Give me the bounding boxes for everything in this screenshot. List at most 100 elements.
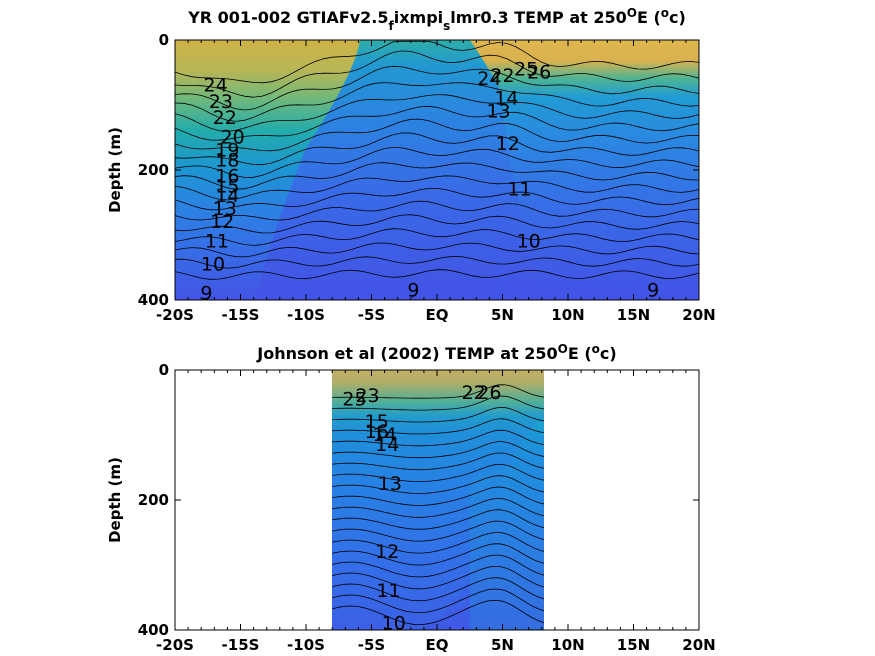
isotherm-line	[332, 599, 544, 625]
contour-label: 10	[382, 613, 406, 635]
contour-label: 26	[477, 382, 501, 404]
isotherm-line	[332, 565, 544, 590]
x-tick-label: EQ	[426, 636, 449, 654]
x-tick-label: EQ	[426, 306, 449, 324]
isotherm-line	[332, 531, 544, 554]
isotherm-line	[175, 269, 699, 280]
contour-label: 23	[209, 91, 233, 113]
x-tick-label: -10S	[287, 636, 325, 654]
isotherm-line	[332, 463, 544, 483]
contour-label: 12	[496, 133, 520, 155]
x-axis: -20S -15S -10S -5S EQ 5N 10N 15N 20N	[156, 40, 716, 324]
isotherm-line	[175, 214, 699, 234]
isotherm-line	[175, 105, 699, 141]
y-axis: 0 200 400	[138, 361, 699, 639]
isotherm-line	[332, 406, 544, 423]
isotherm-line	[175, 162, 699, 190]
y-tick-label: 0	[159, 31, 169, 49]
contour-label: 25	[514, 58, 538, 80]
contour-label: 10	[201, 253, 225, 275]
contour-label: 15	[215, 175, 239, 197]
contour-label: 24	[204, 75, 228, 97]
x-tick-label: -20S	[156, 636, 194, 654]
y-axis: 0 200 400	[138, 31, 699, 309]
x-tick-label: -15S	[222, 636, 260, 654]
y-tick-label: 400	[138, 291, 169, 309]
contour-lines	[332, 384, 544, 625]
x-tick-label: 15N	[617, 636, 650, 654]
contour-label: 23	[355, 385, 379, 407]
isotherm-line	[332, 441, 544, 459]
contour-label: 13	[378, 473, 402, 495]
contour-label: 11	[205, 231, 229, 253]
chart-title: YR 001-002 GTIAFv2.5fixmpislmr0.3 TEMP a…	[187, 6, 686, 33]
isotherm-line	[332, 418, 544, 435]
contour-label: 13	[486, 101, 510, 123]
y-tick-label: 0	[159, 361, 169, 379]
isotherm-line	[175, 118, 699, 152]
contour-label: 25	[342, 388, 366, 410]
contour-label: 12	[375, 541, 399, 563]
panel-top-temperature-model: YR 001-002 GTIAFv2.5fixmpislmr0.3 TEMP a…	[106, 6, 716, 324]
x-tick-label: 20N	[682, 636, 715, 654]
x-tick-label: 5N	[491, 306, 514, 324]
contour-label: 13	[213, 198, 237, 220]
y-axis-label: Depth (m)	[106, 127, 124, 213]
contour-label: 11	[376, 580, 400, 602]
contour-label: 24	[477, 68, 501, 90]
contour-label: 20	[221, 127, 245, 149]
isotherm-line	[175, 65, 699, 111]
contour-label: 16	[215, 166, 239, 188]
isotherm-line	[175, 175, 699, 201]
isotherm-line	[332, 577, 544, 602]
isotherm-line	[175, 146, 699, 178]
contour-label: 9	[407, 279, 419, 301]
isotherm-line	[332, 384, 544, 399]
y-tick-label: 200	[138, 161, 169, 179]
y-tick-label: 400	[138, 621, 169, 639]
x-tick-label: 10N	[551, 636, 584, 654]
y-axis-label: Depth (m)	[106, 457, 124, 543]
chart-title: Johnson et al (2002) TEMP at 250OE (oc)	[256, 342, 616, 363]
isotherm-line	[332, 486, 544, 506]
contour-label: 9	[647, 279, 659, 301]
x-tick-label: -5S	[358, 636, 385, 654]
contour-label: 14	[215, 185, 239, 207]
contour-label: 11	[507, 179, 531, 201]
heatmap-field	[332, 370, 544, 630]
contour-label: 15	[365, 411, 389, 433]
y-tick-label: 200	[138, 491, 169, 509]
isotherm-line	[175, 187, 699, 211]
contour-label: 14	[373, 424, 397, 446]
x-tick-label: 20N	[682, 306, 715, 324]
isotherm-line	[175, 94, 699, 132]
isotherm-line	[332, 497, 544, 518]
contour-lines	[175, 40, 699, 280]
x-tick-label: -15S	[222, 306, 260, 324]
isotherm-line	[332, 588, 544, 613]
isotherm-line	[175, 200, 699, 221]
contour-label: 26	[527, 62, 551, 84]
isotherm-line	[332, 509, 544, 530]
isotherm-line	[332, 395, 544, 411]
x-axis: -20S -15S -10S -5S EQ 5N 10N 15N 20N	[156, 370, 716, 654]
contour-label: 16	[365, 421, 389, 443]
isotherm-line	[332, 554, 544, 578]
contour-label: 9	[200, 283, 212, 305]
isotherm-line	[175, 242, 699, 258]
isotherm-line	[332, 543, 544, 566]
isotherm-line	[175, 132, 699, 166]
isotherm-line	[175, 82, 699, 122]
isotherm-line	[175, 255, 699, 269]
x-tick-label: -5S	[358, 306, 385, 324]
isotherm-line	[332, 452, 544, 471]
x-tick-label: 15N	[617, 306, 650, 324]
x-tick-label: -10S	[287, 306, 325, 324]
isotherm-line	[332, 429, 544, 447]
heatmap-field	[175, 40, 699, 300]
isotherm-line	[332, 475, 544, 494]
contour-label: 19	[215, 140, 239, 162]
